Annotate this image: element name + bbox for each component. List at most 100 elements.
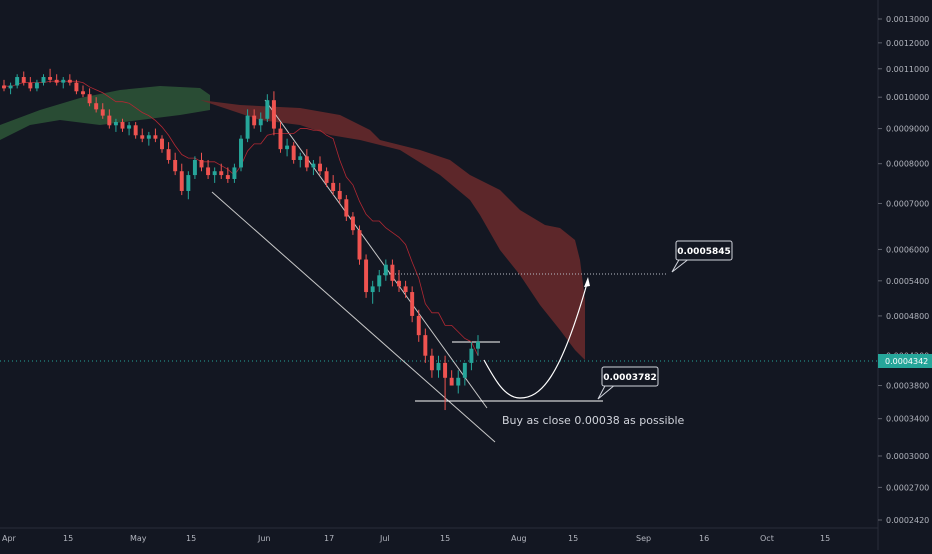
last-price-tag-label: 0.0004342 <box>885 357 928 366</box>
price-tick-label: 0.0010000 <box>886 93 929 102</box>
candle-body <box>278 128 283 150</box>
candle-body <box>107 115 112 126</box>
projection-arrowhead <box>584 277 590 287</box>
candle-body <box>370 286 375 293</box>
price-tick-label: 0.0013000 <box>886 15 929 24</box>
candle-body <box>225 175 230 179</box>
ichimoku-cloud-green <box>0 86 210 140</box>
candle-body <box>298 156 303 160</box>
support-callout-box <box>601 366 659 387</box>
candle-body <box>245 115 250 139</box>
candle-body <box>285 145 290 150</box>
last-price-tag: 0.0004342 <box>878 354 932 368</box>
time-tick-label: Jul <box>379 534 390 543</box>
price-axis[interactable]: 0.0013000 0.0012000 0.0011000 0.0010000 0.00… <box>877 0 929 550</box>
price-tick-label: 0.0002700 <box>886 483 929 492</box>
target-callout[interactable]: 0.0005845 <box>671 240 733 273</box>
candle-body <box>8 85 13 89</box>
candle-body <box>212 171 217 176</box>
candle-body <box>219 171 224 176</box>
target-callout-pointer <box>671 257 691 273</box>
candlesticks <box>2 68 480 411</box>
price-tick-label: 0.0007000 <box>886 199 929 208</box>
candle-body <box>100 109 105 116</box>
candle-body <box>449 377 454 386</box>
price-tick-label: 0.0003400 <box>886 415 929 424</box>
candle-body <box>331 182 336 191</box>
time-tick-label: 15 <box>186 534 196 543</box>
candle-body <box>133 125 138 136</box>
candle-body <box>337 190 342 200</box>
candle-body <box>160 138 164 150</box>
candle-body <box>476 341 480 349</box>
candle-body <box>127 125 132 129</box>
candle-body <box>186 175 191 191</box>
price-tick-label: 0.0004800 <box>886 312 929 321</box>
candle-body <box>324 171 329 183</box>
candle-body <box>258 118 263 126</box>
candle-body <box>239 138 243 168</box>
lower-trendline[interactable] <box>211 191 496 443</box>
candle-body <box>192 159 197 176</box>
candle-body <box>94 103 99 110</box>
candle-body <box>311 163 316 168</box>
candle-body <box>15 77 20 86</box>
support-callout-pointer <box>597 383 617 400</box>
candle-body <box>81 91 85 95</box>
candle-body <box>232 167 237 179</box>
upper-trendline[interactable] <box>264 99 488 409</box>
candle-body <box>390 264 395 281</box>
candle-body <box>429 355 434 371</box>
candle-body <box>423 335 428 356</box>
candle-body <box>179 171 184 191</box>
candle-body <box>318 163 322 172</box>
ichimoku-cloud-red <box>200 100 585 360</box>
target-callout-label: 0.0005845 <box>677 247 731 257</box>
projection-path[interactable] <box>483 279 589 399</box>
time-tick-label: May <box>130 534 147 543</box>
candle-body <box>410 292 415 316</box>
candle-body <box>462 362 467 378</box>
candle-body <box>436 362 441 371</box>
price-tick-label: 0.0008000 <box>886 160 929 169</box>
candle-body <box>403 286 408 293</box>
candle-body <box>21 77 26 83</box>
time-axis[interactable]: Apr 15 May 15 Jun 17 Jul 15 Aug 15 Sep 16 Oct 15 <box>2 534 830 543</box>
time-tick-label: Aug <box>511 534 527 543</box>
candle-body <box>54 79 59 83</box>
last-price-tag-bg <box>878 354 932 368</box>
candle-body <box>206 167 211 176</box>
candle-body <box>146 135 151 139</box>
support-callout-label: 0.0003782 <box>603 373 657 383</box>
candle-body <box>120 122 125 129</box>
candle-body <box>357 230 362 260</box>
time-tick-label: Sep <box>636 534 651 543</box>
candle-body <box>48 77 53 80</box>
candle-body <box>416 315 421 336</box>
candle-body <box>364 259 369 293</box>
time-tick-label: 15 <box>63 534 73 543</box>
candle-body <box>199 159 204 168</box>
candle-body <box>377 275 382 287</box>
price-tick-label: 0.0009000 <box>886 125 929 134</box>
support-callout[interactable]: 0.0003782 <box>597 366 659 400</box>
candle-body <box>140 135 145 139</box>
time-tick-label: 15 <box>440 534 450 543</box>
candle-body <box>304 156 309 168</box>
candle-body <box>87 94 92 104</box>
price-tick-label: 0.0006000 <box>886 245 929 254</box>
candle-body <box>34 82 39 89</box>
time-tick-label: Apr <box>2 534 17 543</box>
time-tick-label: 17 <box>324 534 334 543</box>
candle-body <box>397 280 401 287</box>
target-callout-box <box>675 240 733 261</box>
candle-body <box>252 115 257 126</box>
time-tick-label: 15 <box>568 534 578 543</box>
time-tick-label: Jun <box>257 534 271 543</box>
candle-body <box>61 79 66 83</box>
candle-body <box>291 145 296 160</box>
candle-body <box>265 100 270 119</box>
